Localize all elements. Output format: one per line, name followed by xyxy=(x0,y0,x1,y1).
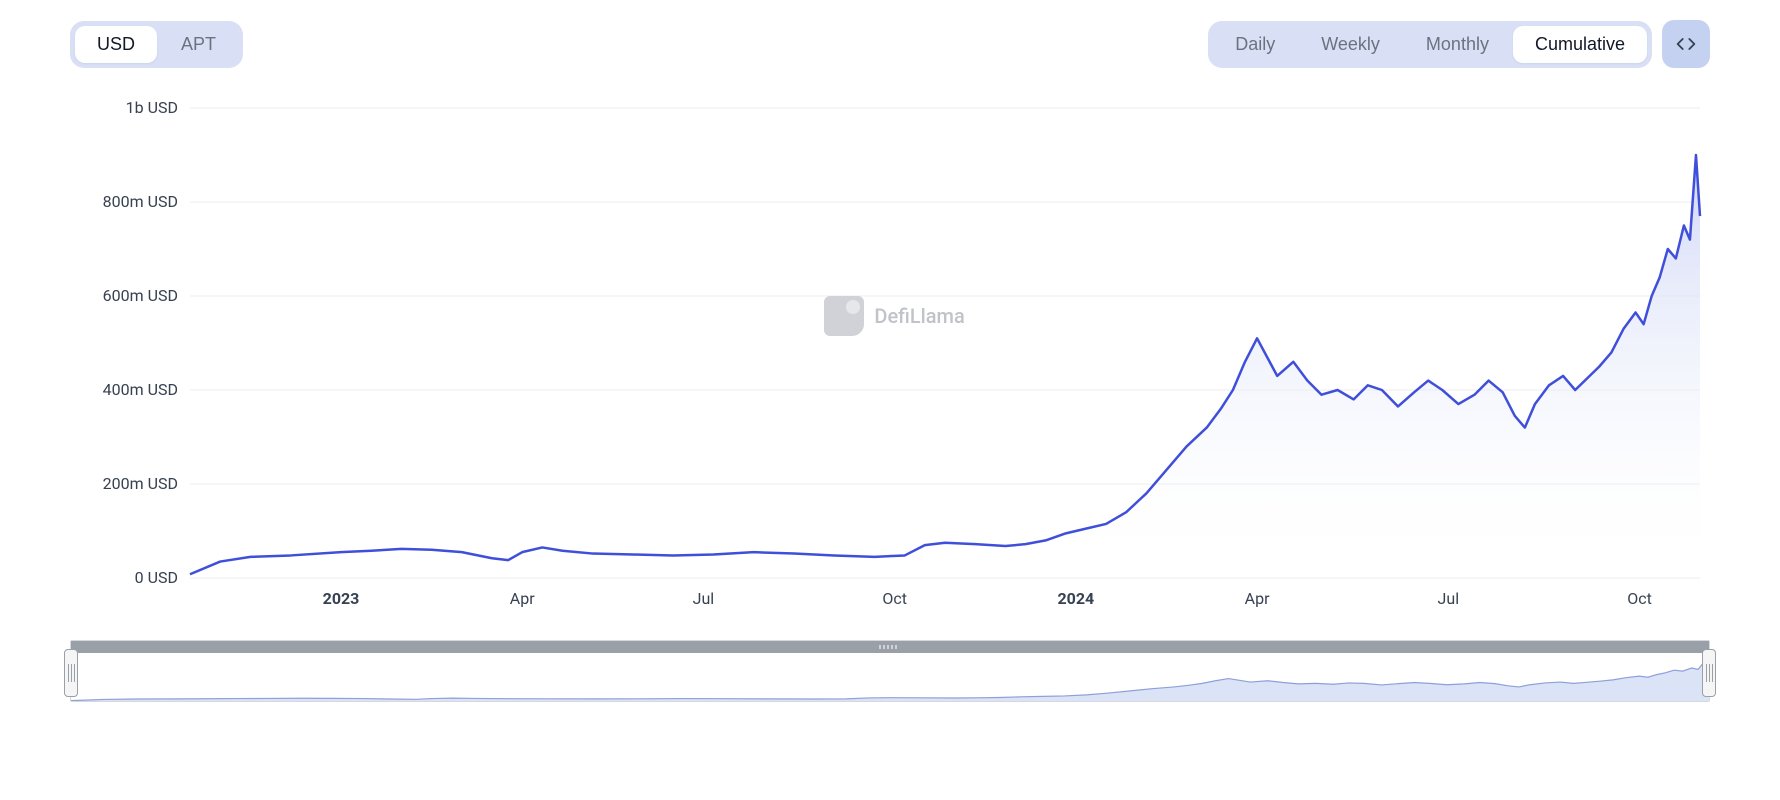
range-mini-chart xyxy=(71,653,1709,701)
svg-text:Jul: Jul xyxy=(693,589,715,608)
svg-text:Apr: Apr xyxy=(1245,589,1270,608)
grip-icon xyxy=(879,645,901,649)
range-slider[interactable] xyxy=(70,640,1710,702)
svg-text:1b USD: 1b USD xyxy=(126,98,178,117)
svg-text:400m USD: 400m USD xyxy=(103,380,178,399)
right-controls: DailyWeeklyMonthlyCumulative xyxy=(1208,20,1710,68)
chart-svg: 0 USD 200m USD 400m USD 600m USD 800m USD 1b … xyxy=(70,98,1710,618)
range-handle-right[interactable] xyxy=(1702,649,1716,697)
interval-toggle-weekly[interactable]: Weekly xyxy=(1299,26,1402,63)
currency-toggle-usd[interactable]: USD xyxy=(75,26,157,63)
embed-button[interactable] xyxy=(1662,20,1710,68)
svg-text:Jul: Jul xyxy=(1438,589,1460,608)
range-bar[interactable] xyxy=(71,641,1709,653)
svg-text:600m USD: 600m USD xyxy=(103,286,178,305)
svg-text:Apr: Apr xyxy=(510,589,535,608)
currency-toggle-group: USDAPT xyxy=(70,21,243,68)
svg-text:Oct: Oct xyxy=(1627,589,1652,608)
currency-toggle-apt[interactable]: APT xyxy=(159,26,238,63)
interval-toggle-monthly[interactable]: Monthly xyxy=(1404,26,1511,63)
svg-text:200m USD: 200m USD xyxy=(103,474,178,493)
svg-text:800m USD: 800m USD xyxy=(103,192,178,211)
svg-text:2023: 2023 xyxy=(323,589,360,608)
svg-text:2024: 2024 xyxy=(1058,589,1095,608)
interval-toggle-cumulative[interactable]: Cumulative xyxy=(1513,26,1647,63)
interval-toggle-daily[interactable]: Daily xyxy=(1213,26,1297,63)
range-handle-left[interactable] xyxy=(64,649,78,697)
svg-text:0 USD: 0 USD xyxy=(135,568,178,587)
chart-toolbar: USDAPT DailyWeeklyMonthlyCumulative xyxy=(70,20,1710,68)
chart-area[interactable]: 0 USD 200m USD 400m USD 600m USD 800m USD 1b … xyxy=(70,98,1710,618)
code-icon xyxy=(1676,34,1696,54)
interval-toggle-group: DailyWeeklyMonthlyCumulative xyxy=(1208,21,1652,68)
svg-text:Oct: Oct xyxy=(882,589,907,608)
